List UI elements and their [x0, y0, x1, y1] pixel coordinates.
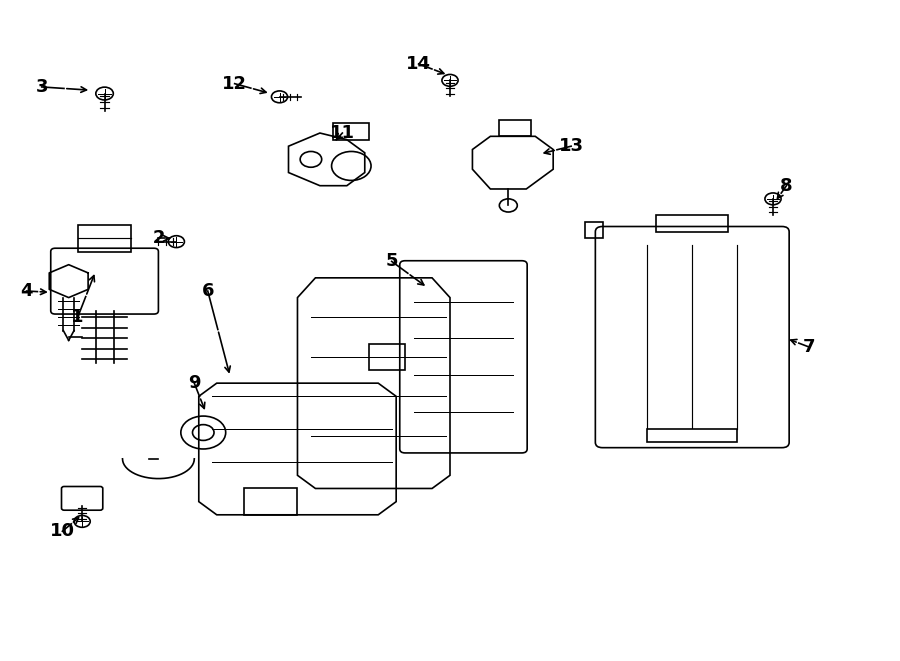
Text: 14: 14	[406, 55, 431, 73]
Text: 11: 11	[329, 124, 355, 142]
Text: 9: 9	[188, 374, 201, 392]
Text: 13: 13	[559, 137, 583, 155]
Text: 12: 12	[222, 75, 248, 93]
Bar	[656, 215, 728, 232]
Text: 8: 8	[780, 176, 793, 195]
Bar	[244, 488, 298, 515]
Text: 10: 10	[50, 522, 75, 540]
Bar	[647, 429, 737, 442]
Text: 5: 5	[385, 253, 398, 270]
Text: 7: 7	[803, 338, 815, 356]
Text: 3: 3	[35, 78, 48, 96]
Text: 2: 2	[152, 229, 165, 247]
Bar	[500, 120, 531, 136]
Text: 1: 1	[71, 308, 84, 327]
Bar	[333, 123, 369, 139]
Text: 4: 4	[21, 282, 32, 300]
Bar	[369, 344, 405, 370]
Bar	[77, 225, 131, 252]
Text: 6: 6	[202, 282, 214, 300]
